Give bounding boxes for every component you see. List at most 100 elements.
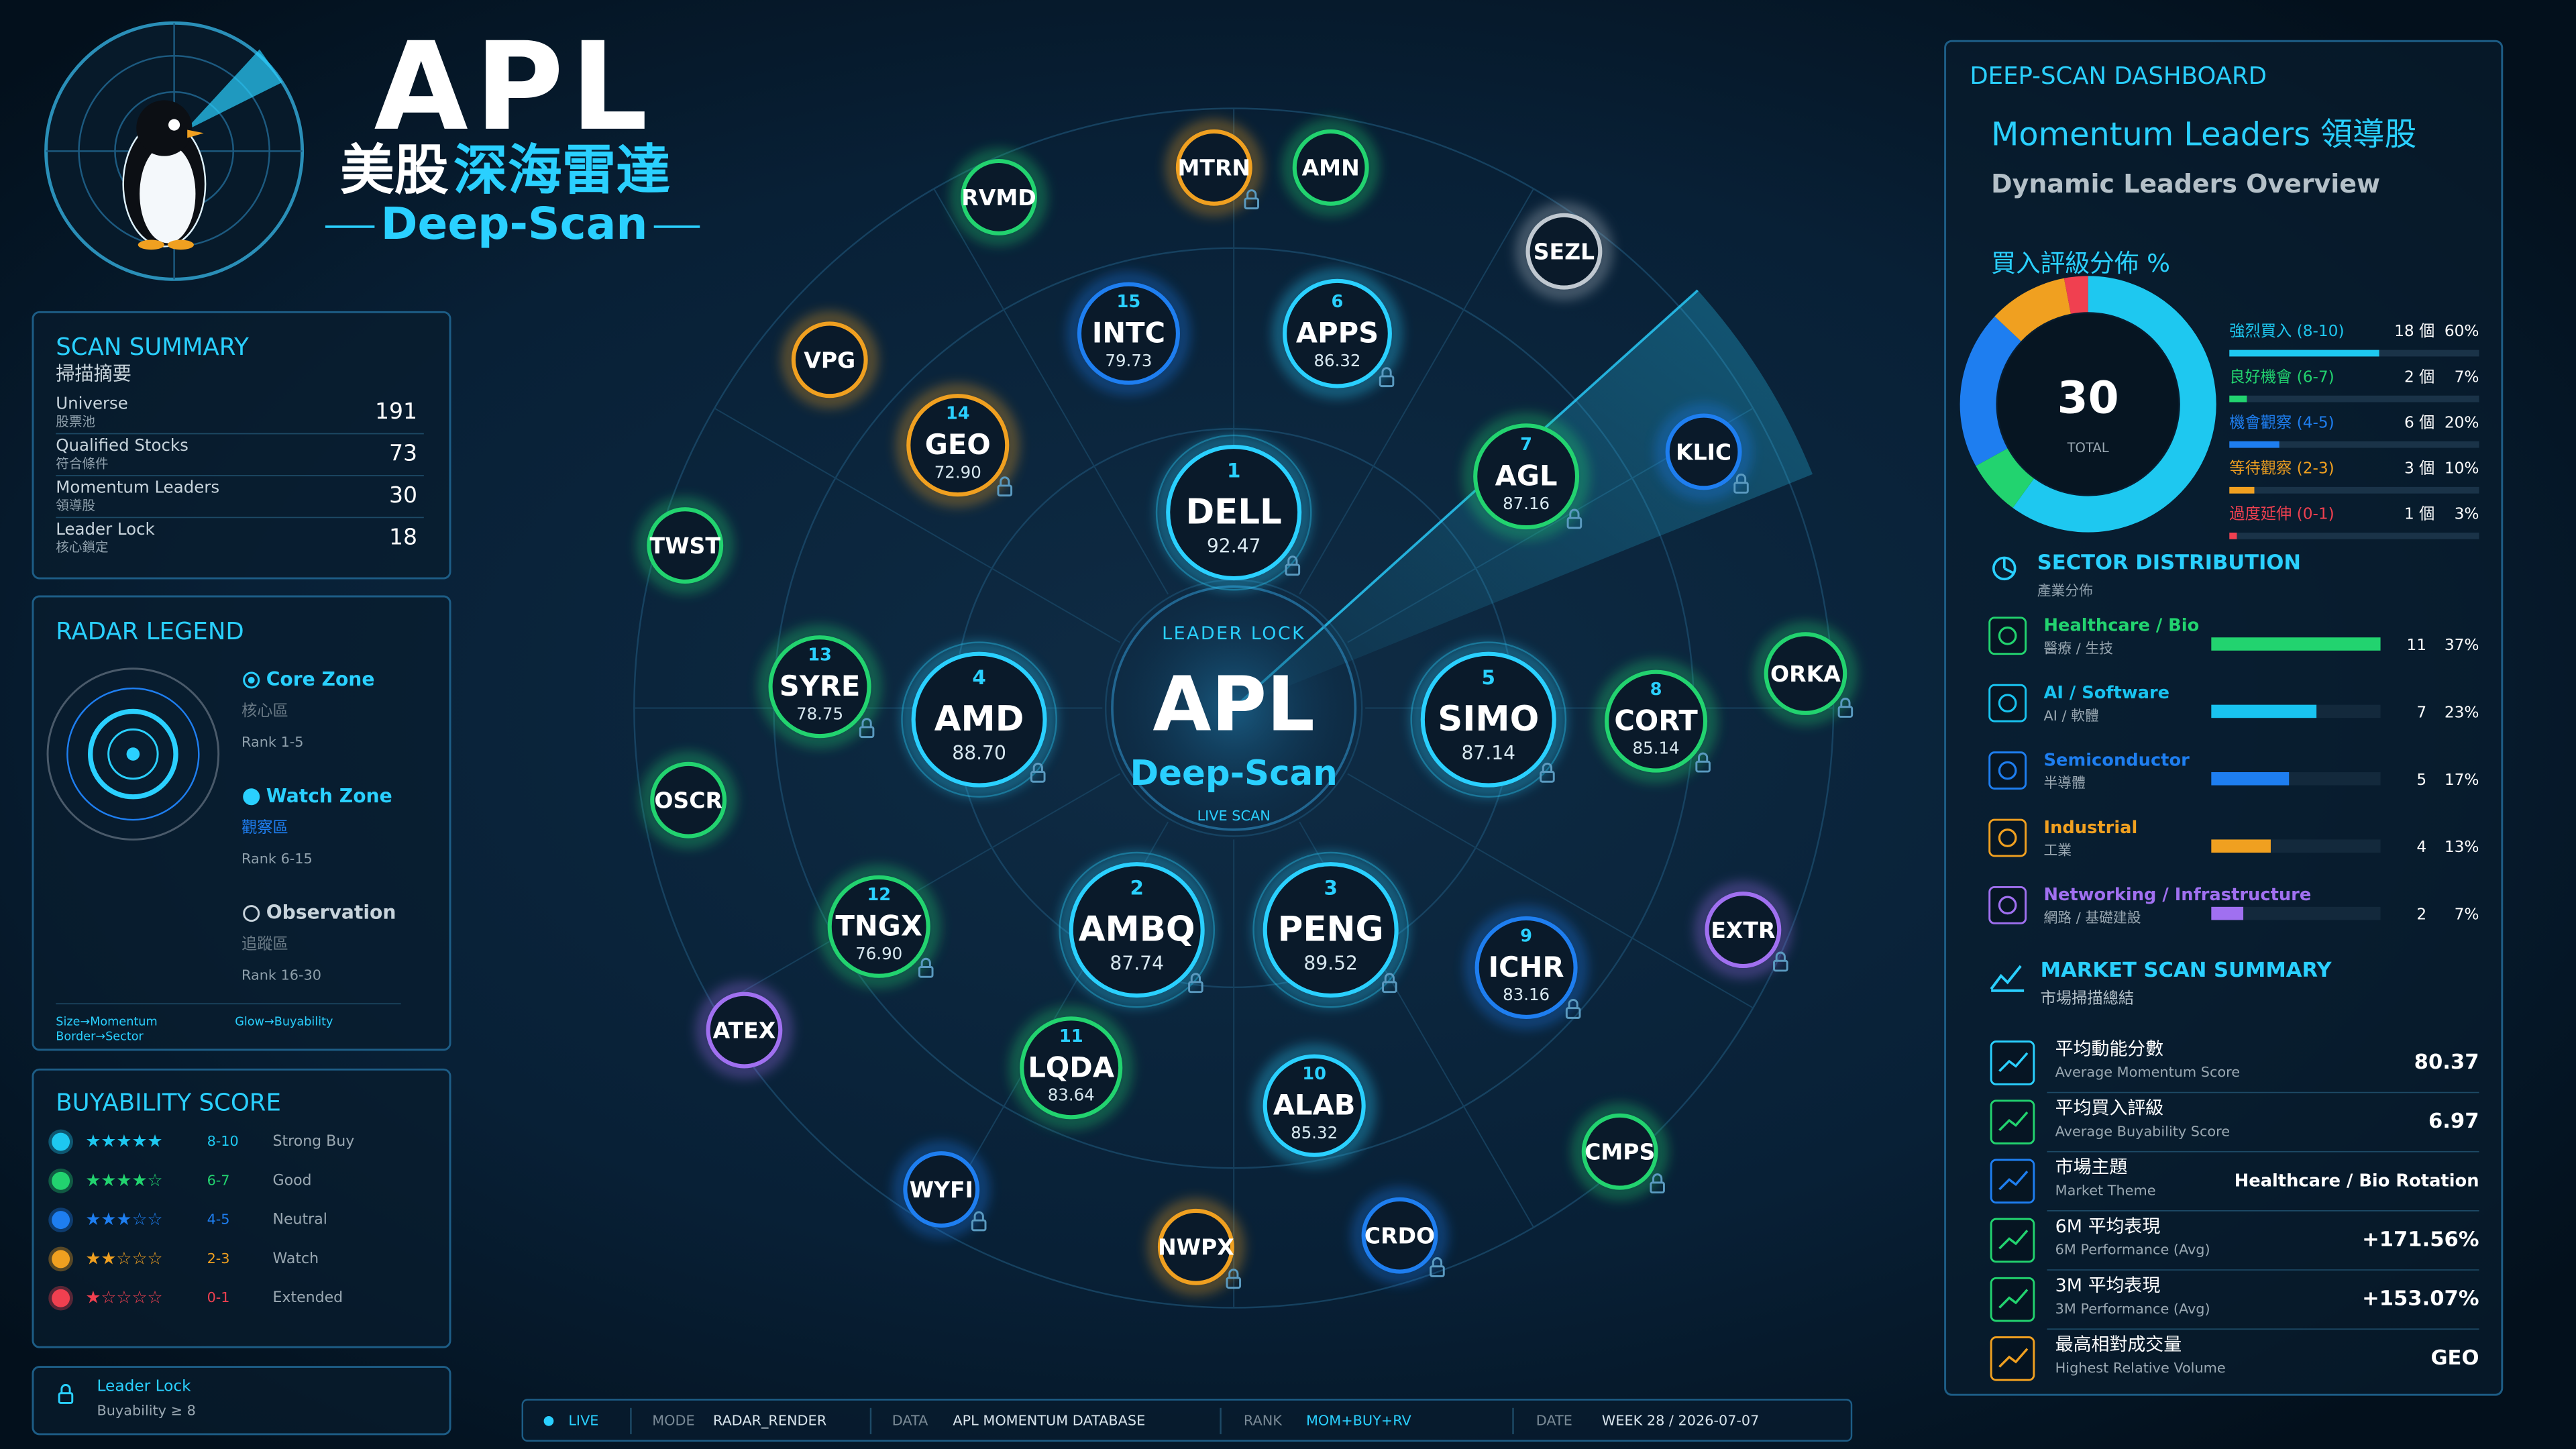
node-ring xyxy=(1525,213,1603,290)
node-score: 92.47 xyxy=(1207,535,1261,557)
sector-name-zh: 網路 / 基礎建設 xyxy=(2044,910,2141,926)
stock-node: CMPS xyxy=(1572,1104,1667,1199)
lock-shackle xyxy=(1698,752,1709,762)
node-halo xyxy=(1059,851,1216,1008)
center-title: APL xyxy=(1152,660,1315,749)
section-title: SECTOR DISTRIBUTION xyxy=(2037,551,2301,575)
node-rank: 14 xyxy=(946,404,970,424)
rating-track xyxy=(2229,395,2479,402)
status-label: DATA xyxy=(892,1412,928,1428)
node-ring xyxy=(1263,1054,1366,1157)
node-rank: 15 xyxy=(1117,292,1141,312)
node-glow xyxy=(1464,415,1588,539)
score-label: Strong Buy xyxy=(273,1133,355,1150)
metric-icon-glyph xyxy=(1998,1230,2029,1250)
node-score: 79.73 xyxy=(1105,351,1152,370)
lock-body xyxy=(1773,959,1788,972)
node-ring xyxy=(906,394,1010,497)
score-range: 6-7 xyxy=(207,1172,230,1188)
stock-node: TWST xyxy=(638,498,733,592)
legend-core xyxy=(88,708,178,800)
stock-node: SEZL xyxy=(1517,204,1611,299)
node-ring xyxy=(1283,278,1392,388)
node-score: 85.32 xyxy=(1291,1123,1338,1142)
node-ticker: PENG xyxy=(1278,910,1384,950)
penguin-foot xyxy=(138,239,164,250)
rating-count: 6 個 xyxy=(2404,413,2434,431)
sector-icon-glyph xyxy=(1998,694,2017,712)
node-glow xyxy=(1274,270,1401,397)
sector-bar xyxy=(2211,637,2381,651)
zone-name-zh: 觀察區 xyxy=(241,818,288,837)
lock-icon xyxy=(997,476,1013,497)
node-glow xyxy=(952,150,1046,244)
metric-icon-glyph xyxy=(1998,1289,2029,1309)
node-glow xyxy=(1411,643,1565,796)
rating-percent: 20% xyxy=(2445,413,2479,431)
stock-node: 5 SIMO 87.14 xyxy=(1410,641,1567,798)
lock-icon xyxy=(1650,1173,1665,1194)
stock-node: KLIC xyxy=(1656,405,1751,499)
node-score: 86.32 xyxy=(1313,351,1360,370)
zone-name: Watch Zone xyxy=(266,785,392,807)
lock-icon xyxy=(1379,367,1395,388)
lock-body xyxy=(1650,1181,1665,1194)
rating-percent: 60% xyxy=(2445,322,2479,340)
rating-bar xyxy=(2229,395,2247,402)
lock-shackle xyxy=(1432,1257,1443,1267)
node-glow xyxy=(1060,853,1214,1006)
metric-value: Healthcare / Bio Rotation xyxy=(2235,1171,2479,1191)
center-status: LIVE SCAN xyxy=(1197,808,1271,824)
status-label: DATE xyxy=(1536,1412,1572,1428)
metric-value: 6.97 xyxy=(2428,1110,2479,1133)
metric-icon-glyph xyxy=(1998,1170,2029,1191)
sector-percent: 23% xyxy=(2445,703,2479,721)
rating-bar xyxy=(2229,532,2237,539)
node-score: 76.90 xyxy=(855,944,902,963)
sector-icon-glyph xyxy=(1998,626,2017,645)
lock-body xyxy=(971,1219,987,1232)
node-glow xyxy=(1352,1188,1447,1283)
lock-icon xyxy=(1430,1257,1445,1277)
panel-title: BUYABILITY SCORE xyxy=(56,1089,281,1117)
penguin-beak xyxy=(187,129,204,138)
node-ring xyxy=(911,651,1047,788)
sector-percent: 17% xyxy=(2445,771,2479,789)
summary-value: 30 xyxy=(389,482,417,508)
zone-name: Core Zone xyxy=(266,668,375,690)
center-subtitle: Deep-Scan xyxy=(1130,753,1338,794)
node-glow xyxy=(1167,121,1261,215)
center-tag: LEADER LOCK xyxy=(1162,623,1305,644)
sector-count: 5 xyxy=(2416,771,2426,789)
lock-icon xyxy=(971,1211,987,1232)
lock-icon xyxy=(1244,189,1259,210)
score-stars: ★★★★☆ xyxy=(85,1171,162,1191)
node-rank: 4 xyxy=(972,666,985,689)
node-rank: 10 xyxy=(1302,1064,1326,1084)
node-score: 88.70 xyxy=(952,742,1006,764)
node-ticker: SIMO xyxy=(1438,699,1539,739)
sector-name-zh: AI / 軟體 xyxy=(2044,708,2099,724)
node-glow xyxy=(1069,273,1189,394)
node-score: 78.75 xyxy=(796,704,843,723)
lock-body xyxy=(1188,981,1203,994)
zone-range: Rank 16-30 xyxy=(241,967,321,983)
status-bar xyxy=(521,1399,1853,1442)
sector-bar xyxy=(2211,906,2244,920)
summary-label-zh: 符合條件 xyxy=(56,455,108,471)
rating-name: 強烈買入 (8-10) xyxy=(2229,322,2344,340)
node-ticker: APPS xyxy=(1296,317,1379,350)
stock-node: 11 LQDA 83.64 xyxy=(1011,1008,1132,1128)
rating-name: 過度延伸 (0-1) xyxy=(2229,505,2334,523)
node-ticker: AGL xyxy=(1495,460,1558,492)
node-ticker: AMBQ xyxy=(1079,910,1195,950)
stock-node: 9 ICHR 83.16 xyxy=(1466,908,1587,1028)
lock-body xyxy=(918,965,934,978)
stock-node: OSCR xyxy=(641,753,735,847)
lock-shackle xyxy=(1569,508,1580,519)
metric-icon-glyph xyxy=(1998,1348,2029,1368)
lock-shackle xyxy=(1246,189,1257,199)
node-ticker: SYRE xyxy=(780,669,861,702)
